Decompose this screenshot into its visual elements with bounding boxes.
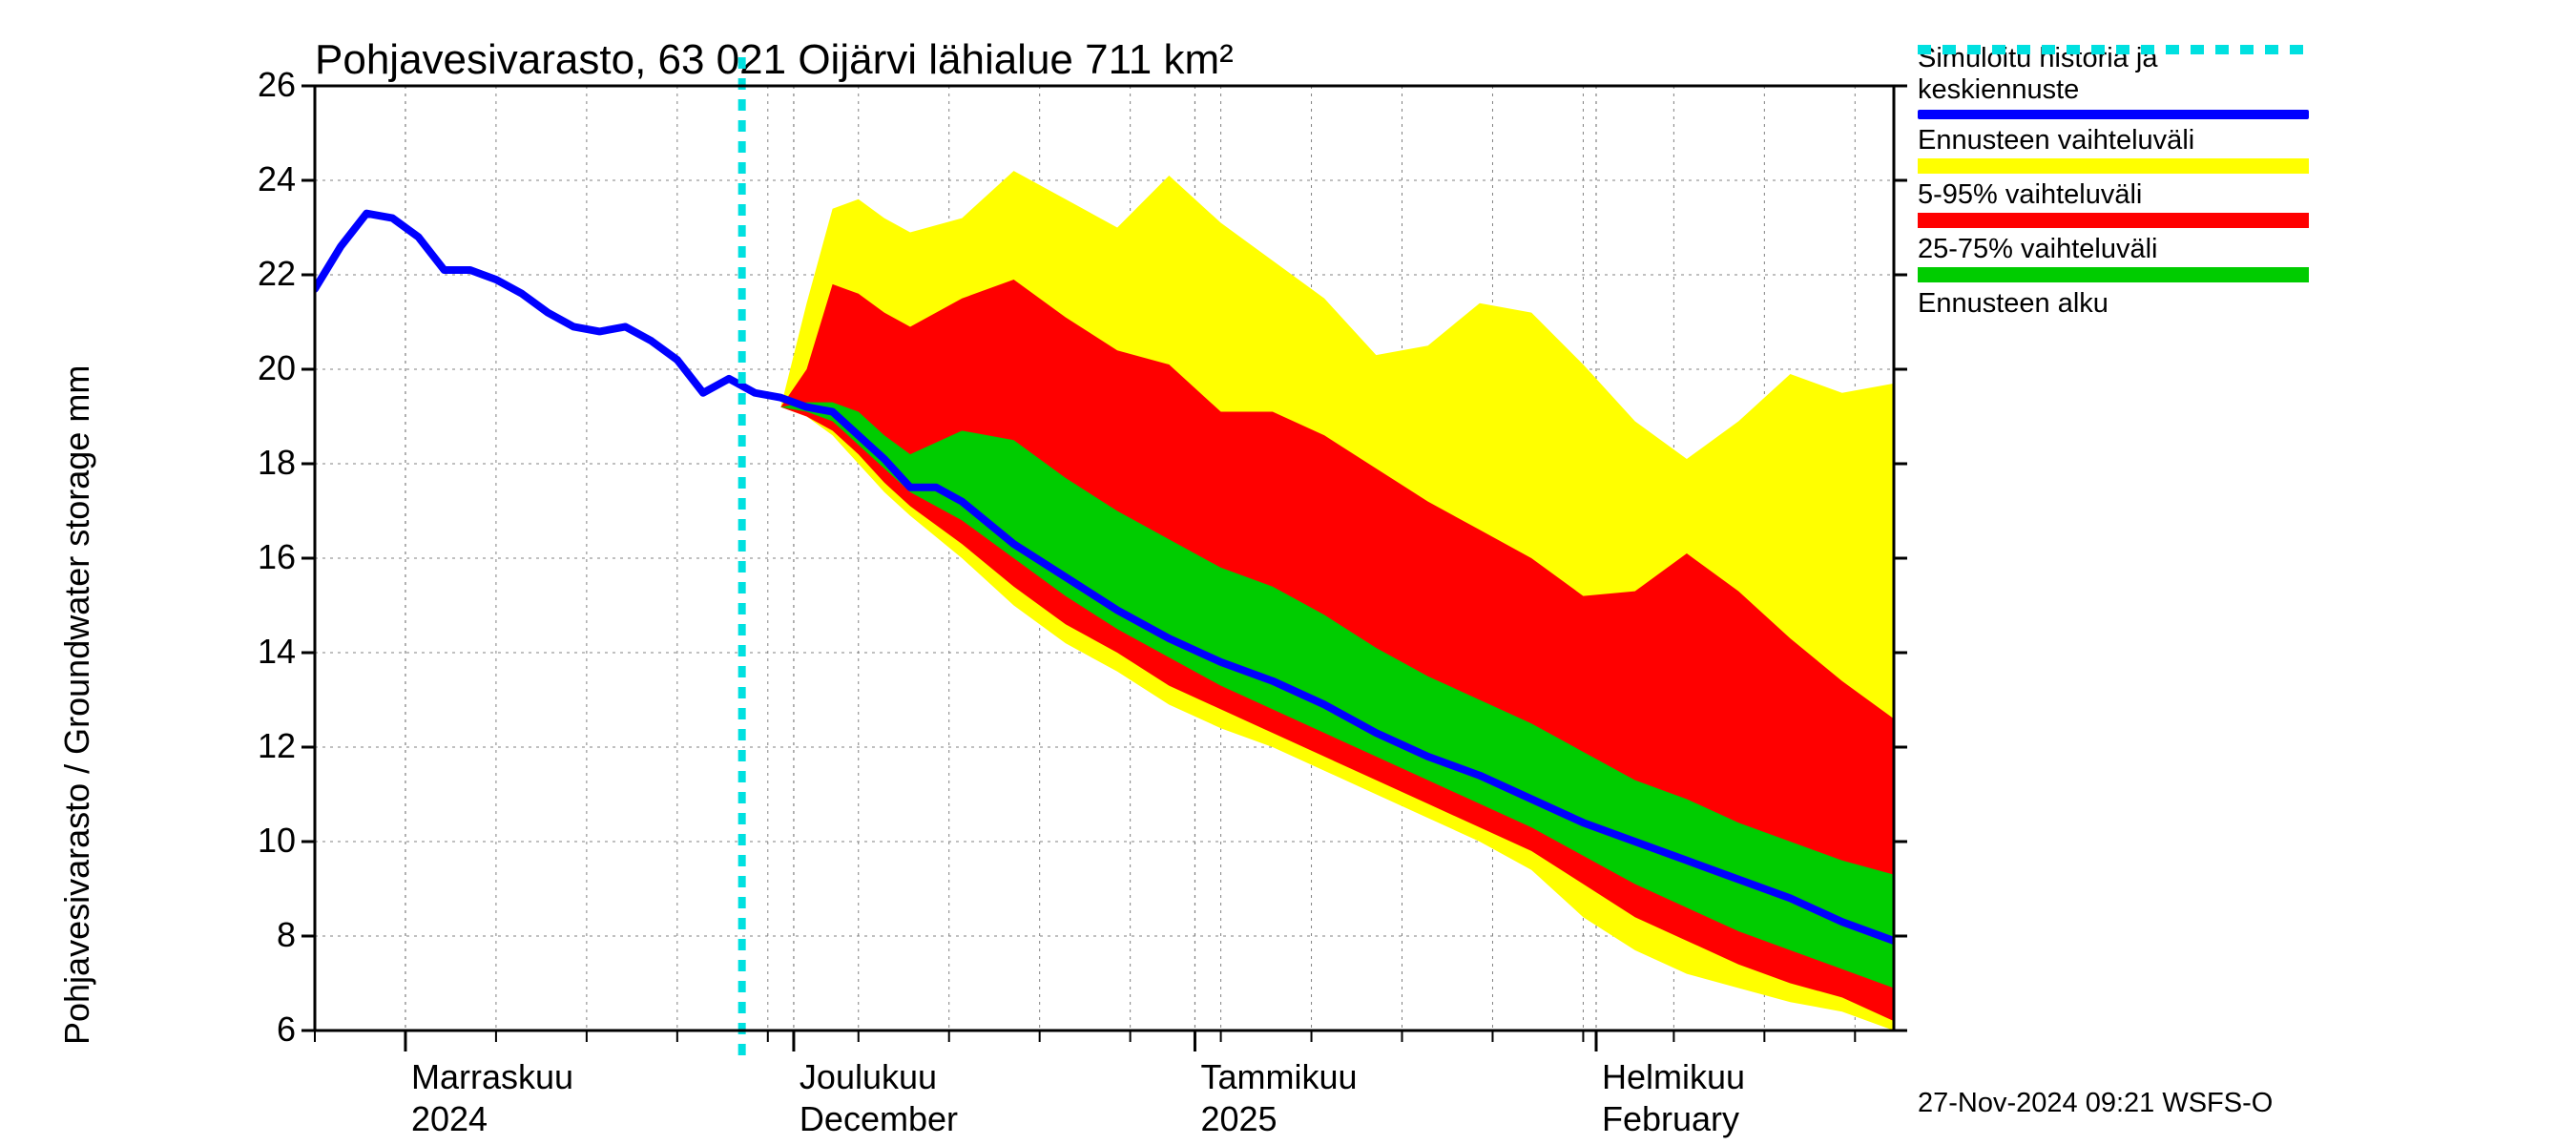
x-month-label: Helmikuu <box>1602 1057 1745 1097</box>
legend-label: keskiennuste <box>1918 74 2328 106</box>
x-month-sublabel: 2025 <box>1200 1099 1277 1139</box>
legend: Simuloitu historia ja keskiennuste Ennus… <box>1918 43 2328 325</box>
legend-swatch <box>1918 158 2309 174</box>
x-month-label: Joulukuu <box>800 1057 937 1097</box>
y-tick-label: 22 <box>191 254 296 294</box>
x-month-sublabel: December <box>800 1099 958 1139</box>
y-tick-label: 20 <box>191 348 296 388</box>
chart-container: Pohjavesivarasto, 63 021 Oijärvi lähialu… <box>0 0 2576 1145</box>
x-month-sublabel: February <box>1602 1099 1739 1139</box>
timestamp: 27-Nov-2024 09:21 WSFS-O <box>1918 1088 2273 1119</box>
legend-label: 5-95% vaihteluväli <box>1918 179 2328 211</box>
legend-swatch-dash <box>1918 43 2309 56</box>
y-tick-label: 6 <box>191 1010 296 1050</box>
x-month-label: Marraskuu <box>411 1057 573 1097</box>
y-tick-label: 16 <box>191 537 296 577</box>
legend-label: Ennusteen alku <box>1918 288 2328 320</box>
legend-entry-yellow: Ennusteen vaihteluväli <box>1918 125 2328 174</box>
legend-entry-forecast-start: Ennusteen alku <box>1918 288 2328 320</box>
y-tick-label: 10 <box>191 821 296 861</box>
legend-entry-green: 25-75% vaihteluväli <box>1918 234 2328 282</box>
y-tick-label: 8 <box>191 915 296 955</box>
y-tick-label: 24 <box>191 159 296 199</box>
x-month-sublabel: 2024 <box>411 1099 488 1139</box>
y-tick-label: 26 <box>191 65 296 105</box>
legend-label: 25-75% vaihteluväli <box>1918 234 2328 265</box>
legend-swatch <box>1918 213 2309 228</box>
legend-entry-red: 5-95% vaihteluväli <box>1918 179 2328 228</box>
x-month-label: Tammikuu <box>1200 1057 1357 1097</box>
y-tick-label: 18 <box>191 443 296 483</box>
y-tick-label: 14 <box>191 632 296 672</box>
legend-label: Ennusteen vaihteluväli <box>1918 125 2328 156</box>
legend-swatch <box>1918 267 2309 282</box>
legend-swatch <box>1918 110 2309 119</box>
y-tick-label: 12 <box>191 726 296 766</box>
